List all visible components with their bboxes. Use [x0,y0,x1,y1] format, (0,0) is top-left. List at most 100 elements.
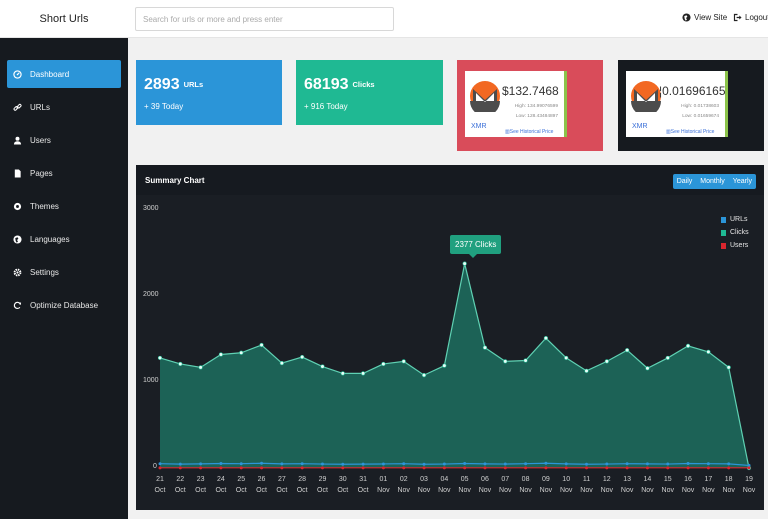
monthly-button[interactable]: Monthly [696,174,729,189]
urls-point[interactable] [544,461,548,465]
search-input[interactable] [135,7,394,31]
users-point[interactable] [483,466,487,470]
app-title[interactable]: Short Urls [39,13,89,25]
clicks-point[interactable] [625,348,630,353]
clicks-point[interactable] [543,336,548,341]
clicks-point[interactable] [239,350,244,355]
users-point[interactable] [381,466,385,470]
view-site-link[interactable]: View Site [682,13,727,22]
urls-point[interactable] [625,462,629,466]
urls-point[interactable] [463,462,467,466]
clicks-point[interactable] [279,360,284,366]
sidebar-item-settings[interactable]: Settings [7,258,121,286]
clicks-point[interactable] [523,358,528,363]
urls-point[interactable] [645,462,649,466]
clicks-point[interactable] [198,365,203,370]
users-point[interactable] [219,466,223,470]
urls-point[interactable] [300,462,304,466]
urls-point[interactable] [605,462,609,466]
clicks-point[interactable] [706,349,711,354]
users-point[interactable] [158,466,162,470]
urls-point[interactable] [483,462,487,466]
users-point[interactable] [199,466,203,470]
sidebar-item-optimize-database[interactable]: Optimize Database [7,291,121,319]
sidebar-item-urls[interactable]: URLs [7,93,121,121]
users-point[interactable] [442,466,446,470]
urls-point[interactable] [320,462,324,466]
urls-point[interactable] [524,462,528,466]
clicks-point[interactable] [421,373,427,378]
users-point[interactable] [178,466,182,470]
users-point[interactable] [645,466,649,470]
clicks-point[interactable] [726,365,731,370]
users-point[interactable] [544,466,548,470]
urls-point[interactable] [341,462,345,466]
clicks-point[interactable] [218,352,224,357]
users-point[interactable] [564,466,568,470]
users-point[interactable] [320,466,324,470]
clicks-point[interactable] [340,371,345,376]
legend-clicks[interactable]: Clicks [721,226,749,239]
urls-point[interactable] [747,463,751,467]
urls-point[interactable] [158,462,162,466]
urls-point[interactable] [727,462,731,466]
users-point[interactable] [706,466,710,470]
urls-point[interactable] [402,462,406,466]
urls-point[interactable] [381,462,385,466]
users-point[interactable] [422,466,426,470]
urls-point[interactable] [239,462,243,466]
daily-button[interactable]: Daily [673,174,697,189]
users-point[interactable] [524,466,528,470]
users-point[interactable] [605,466,609,470]
users-point[interactable] [260,466,264,470]
clicks-point[interactable] [503,359,508,364]
urls-point[interactable] [686,462,690,466]
users-point[interactable] [503,466,507,470]
clicks-point[interactable] [482,345,488,350]
urls-point[interactable] [178,462,182,466]
urls-point[interactable] [666,462,670,466]
clicks-point[interactable] [157,355,163,361]
legend-users[interactable]: Users [721,239,749,252]
users-point[interactable] [463,466,467,470]
clicks-point[interactable] [361,371,366,376]
clicks-point[interactable] [300,354,305,360]
users-point[interactable] [402,466,406,470]
sidebar-item-themes[interactable]: Themes [7,192,121,220]
urls-point[interactable] [219,462,223,466]
urls-point[interactable] [585,462,589,466]
urls-point[interactable] [260,461,264,465]
clicks-point[interactable] [178,361,183,367]
urls-point[interactable] [422,462,426,466]
users-point[interactable] [239,466,243,470]
users-point[interactable] [341,466,345,470]
users-point[interactable] [686,466,690,470]
urls-point[interactable] [199,462,203,466]
clicks-point[interactable] [442,363,447,368]
legend-urls[interactable]: URLs [721,213,749,226]
urls-point[interactable] [280,462,284,466]
yearly-button[interactable]: Yearly [729,174,756,189]
urls-point[interactable] [442,462,446,466]
urls-point[interactable] [503,462,507,466]
sidebar-item-languages[interactable]: Languages [7,225,121,253]
clicks-point[interactable] [462,261,467,266]
urls-point[interactable] [564,462,568,466]
clicks-point[interactable] [259,342,264,348]
users-point[interactable] [361,466,365,470]
clicks-point[interactable] [604,359,609,364]
users-point[interactable] [300,466,304,470]
users-point[interactable] [625,466,629,470]
users-point[interactable] [747,466,751,470]
users-point[interactable] [666,466,670,470]
urls-point[interactable] [361,462,365,466]
sidebar-item-users[interactable]: Users [7,126,121,154]
users-point[interactable] [727,466,731,470]
sidebar-item-pages[interactable]: Pages [7,159,121,187]
clicks-point[interactable] [685,343,691,348]
clicks-point[interactable] [320,364,325,369]
users-point[interactable] [585,466,589,470]
logout-link[interactable]: Logout [733,13,768,22]
clicks-point[interactable] [401,359,406,364]
urls-point[interactable] [706,462,710,466]
